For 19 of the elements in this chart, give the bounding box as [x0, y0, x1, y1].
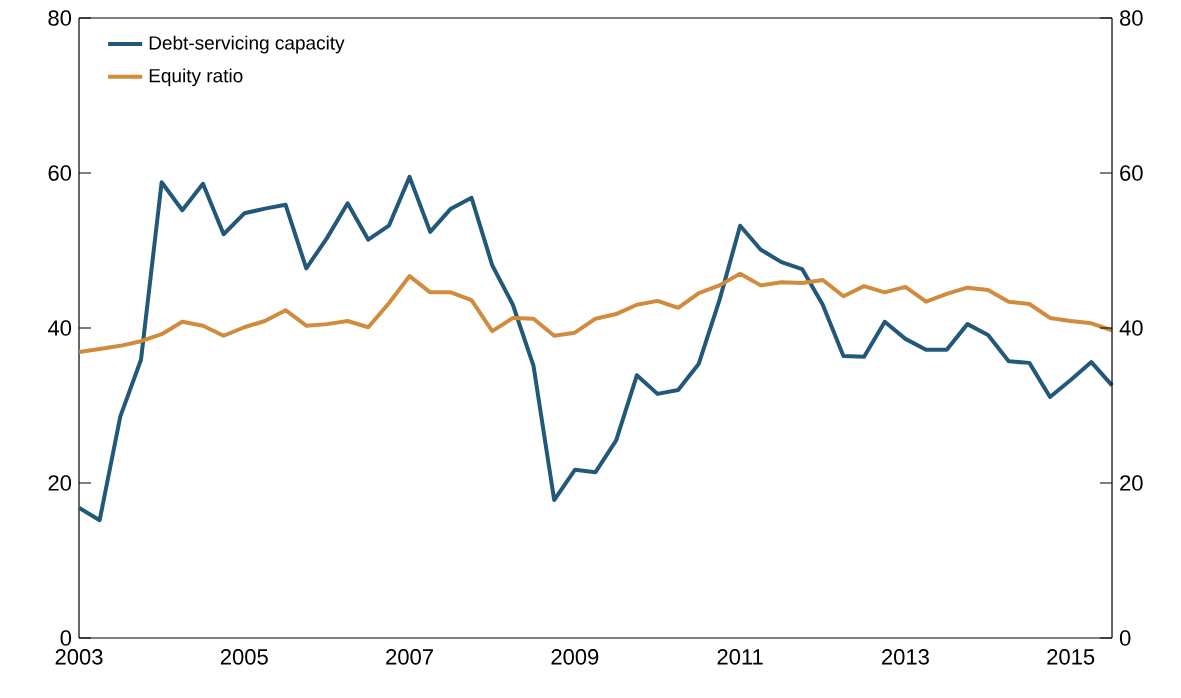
x-tick-label: 2011 — [717, 649, 763, 665]
x-tick-label: 2005 — [220, 649, 268, 665]
y2-tick-label: 60 — [1120, 165, 1143, 181]
y2-tick-label: 0 — [1119, 630, 1131, 646]
x-tick-label: 2003 — [55, 649, 103, 665]
x-tick-label: 2015 — [1047, 649, 1095, 665]
y2-tick-label: 80 — [1120, 10, 1143, 26]
y-tick-label: 20 — [48, 475, 72, 491]
legend-label: Debt-servicing capacity — [149, 35, 345, 54]
y-tick-label: 80 — [48, 10, 72, 26]
x-tick-label: 2009 — [551, 649, 599, 665]
y-tick-label: 0 — [60, 630, 72, 646]
y2-tick-label: 20 — [1120, 475, 1143, 491]
legend-label: Equity ratio — [149, 68, 243, 87]
x-tick-label: 2007 — [386, 649, 433, 665]
y-tick-label: 40 — [47, 320, 72, 336]
y-tick-label: 60 — [48, 165, 72, 181]
x-tick-label: 2013 — [882, 649, 929, 665]
y2-tick-label: 40 — [1119, 320, 1143, 336]
